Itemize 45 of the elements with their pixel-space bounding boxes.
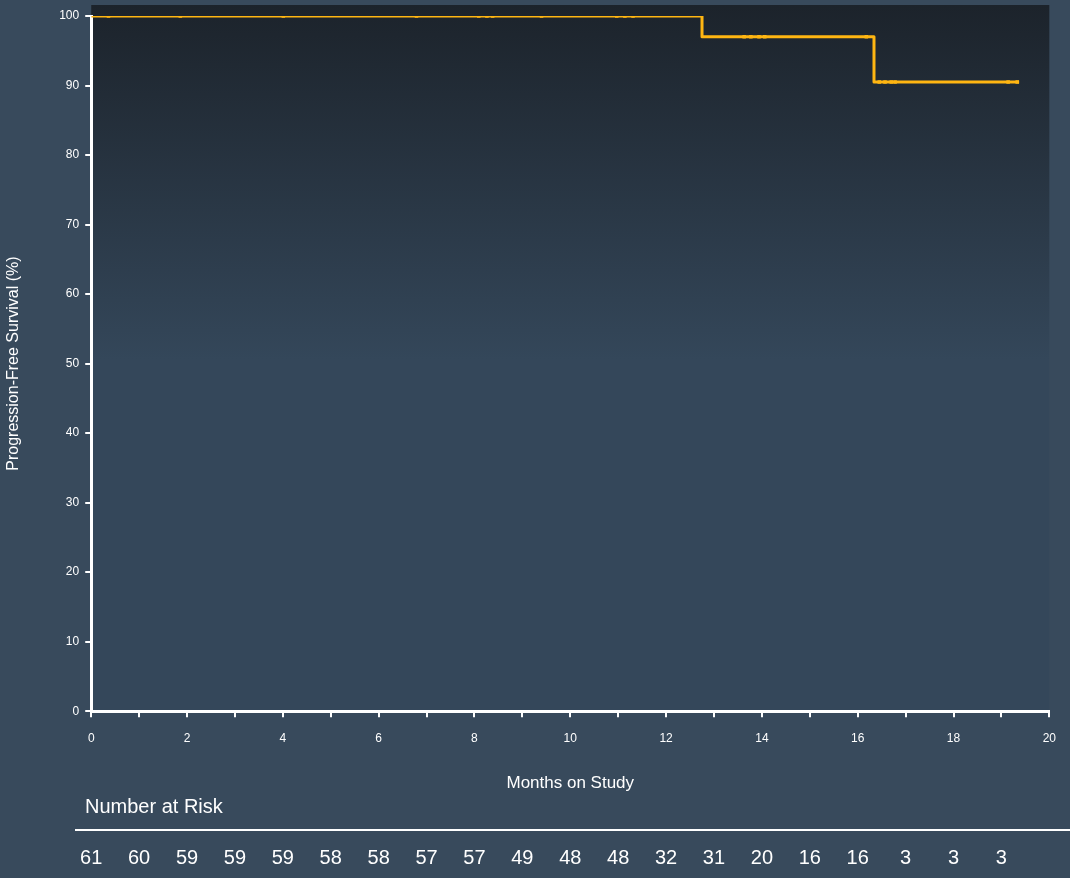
x-tick-label: 12 — [659, 730, 674, 745]
text: 59 — [271, 845, 294, 868]
text: 31 — [702, 845, 726, 868]
text: 48 — [607, 845, 630, 868]
y-tick-label: 20 — [65, 564, 80, 579]
text: 59 — [223, 845, 247, 868]
x-axis-title: Months on Study — [506, 773, 635, 793]
text: 48 — [559, 845, 582, 868]
text: 32 — [654, 845, 678, 868]
x-tick-label: 20 — [1042, 730, 1057, 745]
y-tick-label: 80 — [65, 147, 80, 162]
x-tick-label: 0 — [87, 730, 95, 745]
text: 49 — [511, 845, 534, 868]
text: 57 — [463, 845, 486, 868]
text: 61 — [80, 845, 103, 868]
x-tick-label: 8 — [471, 730, 479, 745]
y-tick-label: 60 — [65, 286, 80, 301]
text: 60 — [128, 845, 151, 868]
y-tick-label: 30 — [65, 494, 80, 509]
y-tick-label: 50 — [65, 355, 80, 370]
x-tick-label: 4 — [279, 730, 287, 745]
text: 3 — [995, 845, 1007, 868]
x-tick-label: 2 — [183, 730, 191, 745]
text: 20 — [750, 845, 774, 868]
text: 58 — [319, 845, 342, 868]
text: 58 — [367, 845, 390, 868]
x-tick-label: 18 — [946, 730, 961, 745]
text: 16 — [846, 845, 869, 868]
text: 16 — [798, 845, 821, 868]
y-axis-title: Progression-Free Survival (%) — [4, 256, 22, 471]
y-tick-label: 0 — [72, 703, 80, 718]
x-tick-label: 6 — [375, 730, 383, 745]
y-tick-label: 10 — [65, 633, 80, 648]
text: 3 — [900, 845, 912, 868]
x-tick-label: 14 — [755, 730, 769, 745]
text: 59 — [175, 845, 199, 868]
text: 3 — [947, 845, 960, 868]
text: 57 — [415, 845, 438, 868]
text: Number at Risk — [85, 794, 224, 817]
y-tick-label: 70 — [65, 216, 80, 231]
x-tick-label: 10 — [563, 730, 578, 745]
y-tick-label: 100 — [59, 8, 80, 23]
y-tick-label: 40 — [65, 425, 80, 440]
x-tick-label: 16 — [851, 730, 865, 745]
y-tick-label: 90 — [65, 77, 80, 92]
